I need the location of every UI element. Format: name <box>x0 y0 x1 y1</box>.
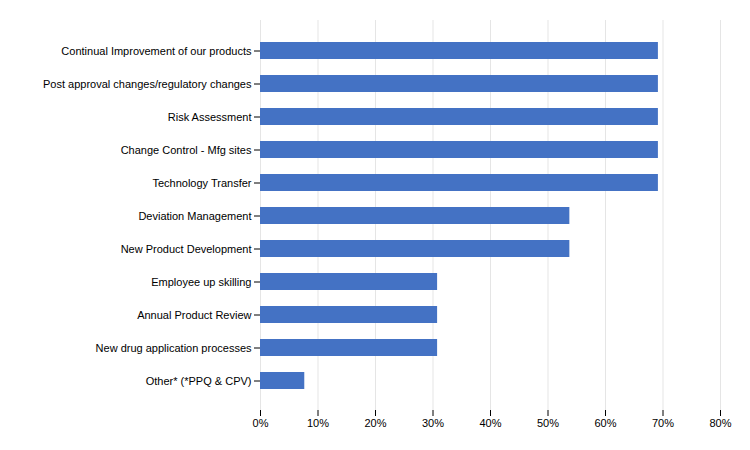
svg-text:New drug application processes: New drug application processes <box>96 342 252 354</box>
svg-text:30%: 30% <box>422 417 444 429</box>
svg-text:Continual Improvement of our p: Continual Improvement of our products <box>61 45 252 57</box>
svg-text:Technology Transfer: Technology Transfer <box>152 177 251 189</box>
svg-text:10%: 10% <box>307 417 329 429</box>
svg-text:Deviation Management: Deviation Management <box>138 210 251 222</box>
svg-text:Employee up skilling: Employee up skilling <box>151 276 251 288</box>
svg-text:Annual Product Review: Annual Product Review <box>137 309 251 321</box>
svg-text:20%: 20% <box>364 417 386 429</box>
svg-text:Post approval changes/regulato: Post approval changes/regulatory changes <box>43 78 252 90</box>
svg-text:Risk Assessment: Risk Assessment <box>168 111 252 123</box>
svg-text:50%: 50% <box>537 417 559 429</box>
svg-text:Change Control - Mfg sites: Change Control - Mfg sites <box>121 144 252 156</box>
svg-text:40%: 40% <box>479 417 501 429</box>
svg-text:60%: 60% <box>594 417 616 429</box>
svg-text:0%: 0% <box>253 417 269 429</box>
svg-text:New Product Development: New Product Development <box>121 243 252 255</box>
svg-text:Other* (*PPQ & CPV): Other* (*PPQ & CPV) <box>146 375 252 387</box>
svg-text:70%: 70% <box>652 417 674 429</box>
svg-text:80%: 80% <box>709 417 731 429</box>
